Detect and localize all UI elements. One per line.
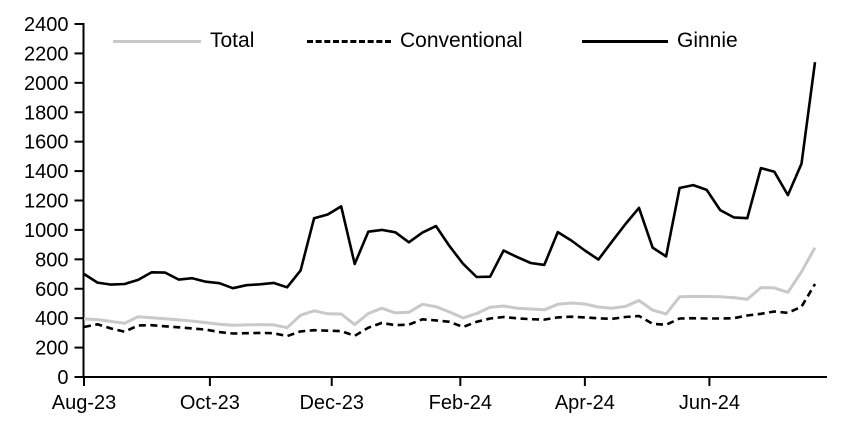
y-tick-label: 1200 <box>24 191 69 213</box>
y-tick-label: 1800 <box>24 102 69 124</box>
y-tick-label: 2200 <box>24 43 69 65</box>
x-tick-label: Oct-23 <box>180 392 240 414</box>
y-tick-label: 0 <box>57 367 68 389</box>
y-axis: 0 200 400 600 800 1000 1200 1400 1600 1800 2000 220… <box>24 14 85 389</box>
x-tick-label: Aug-23 <box>52 392 117 414</box>
y-tick-label: 2000 <box>24 73 69 95</box>
y-tick-label: 2400 <box>24 14 69 36</box>
y-tick-label: 600 <box>35 279 68 301</box>
y-tick-label: 200 <box>35 338 68 360</box>
x-tick-label: Apr-24 <box>555 392 615 414</box>
x-tick-label: Dec-23 <box>299 392 363 414</box>
series-ginnie-line <box>83 62 817 290</box>
series-total-line <box>83 246 817 330</box>
y-tick-label: 1400 <box>24 161 69 183</box>
x-axis: Aug-23 Oct-23 Dec-23 Feb-24 Apr-24 Jun-24 <box>52 376 827 414</box>
x-tick-label: Jun-24 <box>679 392 740 414</box>
y-tick-label: 1000 <box>24 220 69 242</box>
series-conventional-line <box>83 283 817 338</box>
y-tick-label: 1600 <box>24 132 69 154</box>
y-tick-label: 800 <box>35 249 68 271</box>
y-tick-label: 400 <box>35 308 68 330</box>
x-tick-label: Feb-24 <box>429 392 492 414</box>
